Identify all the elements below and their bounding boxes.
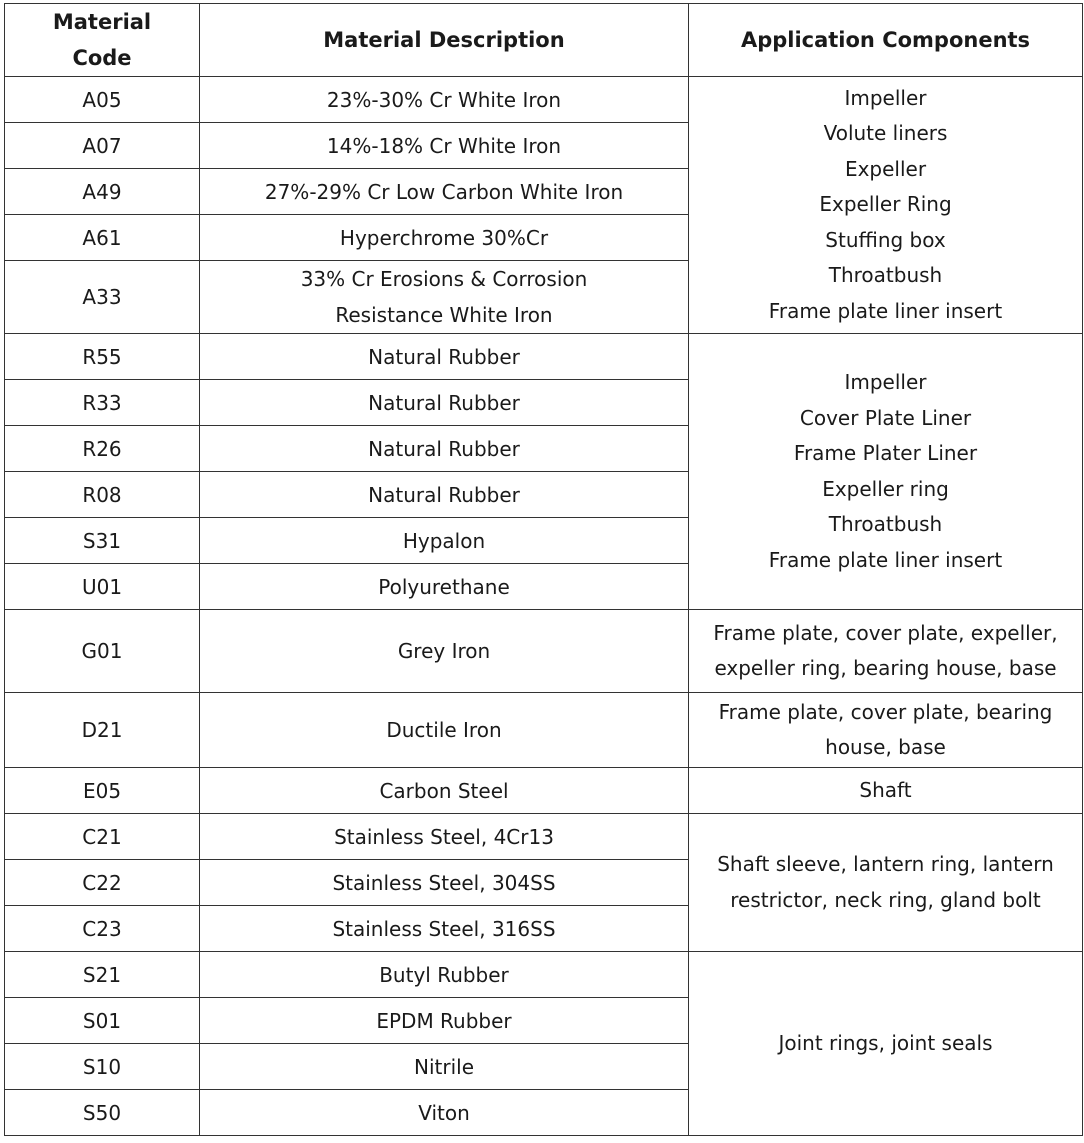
table-row: C21 Stainless Steel, 4Cr13 Shaft sleeve, l… (4, 813, 1083, 952)
material-code: C21 (4, 813, 200, 860)
table-row: C22 Stainless Steel, 304SS (4, 859, 1083, 906)
material-code: S21 (4, 951, 200, 998)
material-description: Natural Rubber (199, 471, 689, 518)
material-description: Carbon Steel (199, 767, 689, 814)
material-code: D21 (4, 692, 200, 768)
application-components: Impeller Volute liners Expeller Expeller… (688, 76, 1083, 334)
material-code: A49 (4, 168, 200, 215)
material-description: Natural Rubber (199, 379, 689, 426)
material-description: EPDM Rubber (199, 997, 689, 1044)
table-row: R08 Natural Rubber (4, 471, 1083, 518)
table-row: R26 Natural Rubber (4, 425, 1083, 472)
table-row: S01 EPDM Rubber (4, 997, 1083, 1044)
material-code: U01 (4, 563, 200, 610)
material-code: R55 (4, 333, 200, 380)
table-row: D21 Ductile Iron Frame plate, cover plate,… (4, 692, 1083, 768)
table-row: S10 Nitrile (4, 1043, 1083, 1090)
material-description: Stainless Steel, 4Cr13 (199, 813, 689, 860)
header-row: Material Code Material Description Appli… (4, 3, 1083, 77)
header-material-code: Material Code (4, 3, 200, 77)
application-components: Shaft sleeve, lantern ring, lantern rest… (688, 813, 1083, 952)
materials-table: Material Code Material Description Appli… (4, 3, 1083, 1136)
header-material-description: Material Description (199, 3, 689, 77)
material-code: S31 (4, 517, 200, 564)
material-code: A61 (4, 214, 200, 261)
material-code: C23 (4, 905, 200, 952)
material-code: R33 (4, 379, 200, 426)
table-row: U01 Polyurethane (4, 563, 1083, 610)
table-row: A05 23%-30% Cr White Iron Impeller Volute … (4, 76, 1083, 334)
material-description: 33% Cr Erosions & Corrosion Resistance W… (199, 260, 689, 334)
table-row: S21 Butyl Rubber Joint rings, joint seals (4, 951, 1083, 1136)
material-code: R26 (4, 425, 200, 472)
table-row: G01 Grey Iron Frame plate, cover plate, ex… (4, 609, 1083, 693)
material-description: Nitrile (199, 1043, 689, 1090)
material-code: S50 (4, 1089, 200, 1136)
application-components: Shaft (688, 767, 1083, 814)
table-row: S50 Viton (4, 1089, 1083, 1136)
table-row: R55 Natural Rubber Impeller Cover Plate Li… (4, 333, 1083, 610)
material-description: Natural Rubber (199, 333, 689, 380)
table-row: A07 14%-18% Cr White Iron (4, 122, 1083, 169)
table-row: E05 Carbon Steel Shaft (4, 767, 1083, 814)
application-components: Joint rings, joint seals (688, 951, 1083, 1136)
material-code: E05 (4, 767, 200, 814)
material-code: S01 (4, 997, 200, 1044)
application-components: Frame plate, cover plate, bearing house,… (688, 692, 1083, 768)
table-row: A33 33% Cr Erosions & Corrosion Resistanc… (4, 260, 1083, 334)
application-components: Frame plate, cover plate, expeller, expe… (688, 609, 1083, 693)
material-description: Stainless Steel, 316SS (199, 905, 689, 952)
table-row: C23 Stainless Steel, 316SS (4, 905, 1083, 952)
material-description: Natural Rubber (199, 425, 689, 472)
material-code: A05 (4, 76, 200, 123)
material-code: A07 (4, 122, 200, 169)
material-description: 27%-29% Cr Low Carbon White Iron (199, 168, 689, 215)
material-description: Ductile Iron (199, 692, 689, 768)
material-code: R08 (4, 471, 200, 518)
material-description: Hypalon (199, 517, 689, 564)
material-code: C22 (4, 859, 200, 906)
application-components: Impeller Cover Plate Liner Frame Plater … (688, 333, 1083, 610)
material-description: Stainless Steel, 304SS (199, 859, 689, 906)
material-code: A33 (4, 260, 200, 334)
material-description: 14%-18% Cr White Iron (199, 122, 689, 169)
material-description: Hyperchrome 30%Cr (199, 214, 689, 261)
material-code: S10 (4, 1043, 200, 1090)
material-description: Viton (199, 1089, 689, 1136)
material-code: G01 (4, 609, 200, 693)
material-description: Grey Iron (199, 609, 689, 693)
table-row: S31 Hypalon (4, 517, 1083, 564)
table-row: A61 Hyperchrome 30%Cr (4, 214, 1083, 261)
material-description: Polyurethane (199, 563, 689, 610)
material-description: Butyl Rubber (199, 951, 689, 998)
material-description: 23%-30% Cr White Iron (199, 76, 689, 123)
header-application-components: Application Components (688, 3, 1083, 77)
